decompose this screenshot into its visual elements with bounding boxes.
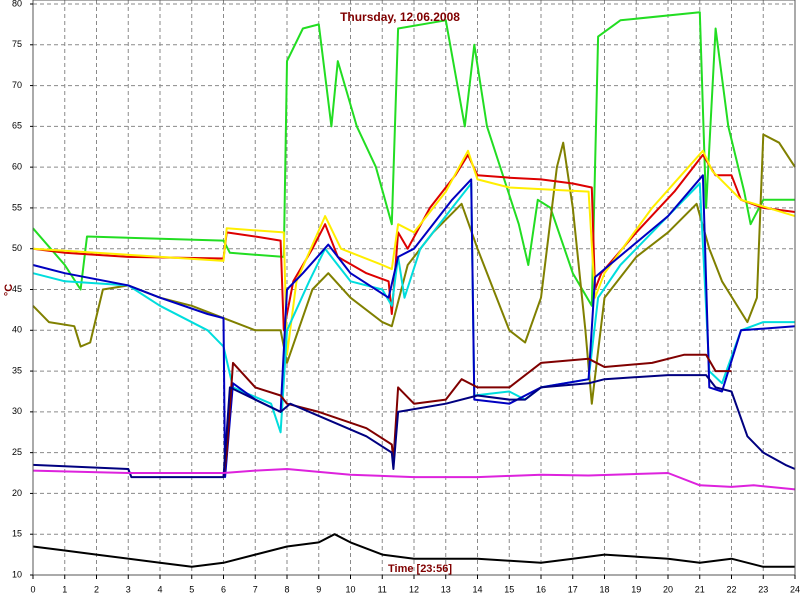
y-tick-label: 40 — [12, 325, 22, 335]
y-tick-label: 20 — [12, 488, 22, 498]
x-tick-label: 16 — [536, 584, 546, 594]
x-axis-label: Time [23:56] — [388, 563, 452, 575]
series-line — [32, 174, 796, 479]
y-tick-label: 70 — [12, 80, 22, 90]
x-tick-label: 12 — [409, 584, 419, 594]
x-tick-label: 3 — [126, 584, 131, 594]
chart-title: Thursday, 12.06.2008 — [340, 10, 460, 24]
series-line — [32, 468, 796, 491]
x-tick-label: 11 — [378, 584, 387, 594]
y-tick-label: 50 — [12, 243, 22, 253]
x-tick-label: 18 — [599, 584, 609, 594]
x-tick-label: 22 — [726, 584, 736, 594]
x-tick-label: 15 — [504, 584, 514, 594]
x-tick-label: 21 — [695, 584, 705, 594]
x-tick-label: 5 — [189, 584, 194, 594]
series-line — [32, 11, 795, 307]
y-tick-label: 75 — [12, 39, 22, 49]
y-tick-label: 65 — [12, 121, 22, 131]
x-tick-label: 4 — [157, 584, 162, 594]
series-line — [32, 153, 796, 332]
x-tick-label: 7 — [253, 584, 258, 594]
x-tick-label: 0 — [30, 584, 35, 594]
x-tick-label: 2 — [94, 584, 99, 594]
x-tick-label: 20 — [663, 584, 673, 594]
y-tick-label: 60 — [12, 162, 22, 172]
x-tick-label: 23 — [758, 584, 768, 594]
series-line — [32, 374, 796, 479]
x-tick-label: 10 — [345, 584, 355, 594]
x-tick-label: 24 — [790, 584, 800, 594]
series-line — [32, 533, 795, 568]
x-tick-label: 19 — [631, 584, 641, 594]
y-tick-label: 10 — [12, 569, 22, 579]
x-tick-label: 14 — [472, 584, 482, 594]
plot-lines — [32, 11, 796, 568]
series-line — [32, 182, 795, 434]
x-tick-label: 8 — [284, 584, 289, 594]
y-tick-label: 25 — [12, 447, 22, 457]
x-tick-label: 9 — [316, 584, 321, 594]
x-tick-label: 6 — [221, 584, 226, 594]
y-tick-label: 80 — [12, 0, 22, 8]
y-tick-label: 35 — [12, 365, 22, 375]
grid — [32, 0, 796, 576]
y-axis-label: °C — [3, 284, 15, 296]
series-line — [222, 353, 732, 478]
y-tick-label: 30 — [12, 406, 22, 416]
x-tick-label: 17 — [568, 584, 578, 594]
y-tick-label: 45 — [12, 284, 22, 294]
y-tick-label: 15 — [12, 529, 22, 539]
x-tick-label: 1 — [62, 584, 67, 594]
y-tick-label: 55 — [12, 202, 22, 212]
x-tick-label: 13 — [441, 584, 451, 594]
